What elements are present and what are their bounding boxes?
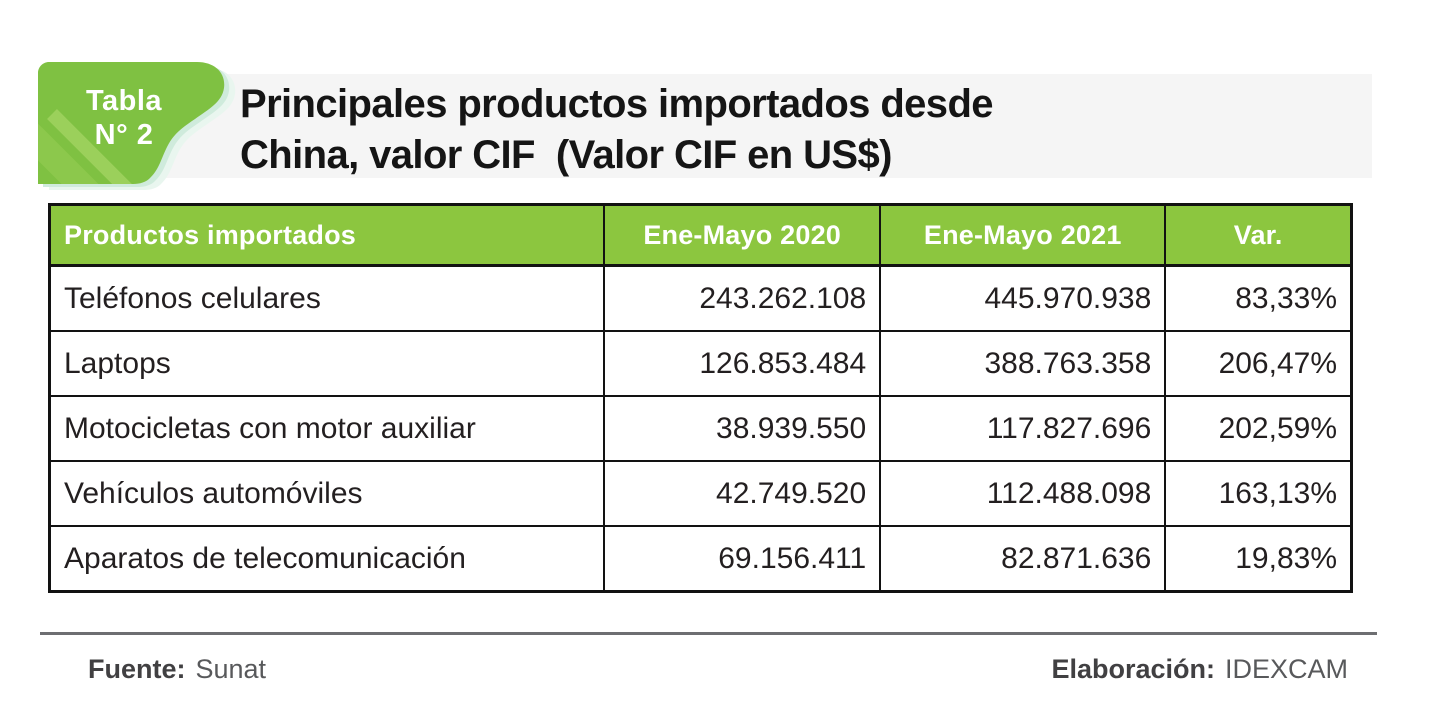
title-band <box>38 74 1372 178</box>
source-value: Sunat <box>195 654 267 684</box>
imports-table: Productos importados Ene-Mayo 2020 Ene-M… <box>48 203 1353 593</box>
table-row: Vehículos automóviles 42.749.520 112.488… <box>48 460 1353 527</box>
source-label: Fuente: <box>88 654 186 684</box>
cell-2020: 243.262.108 <box>603 264 882 332</box>
footer-divider <box>40 632 1377 635</box>
cell-var: 163,13% <box>1164 460 1353 527</box>
cell-2021: 445.970.938 <box>879 264 1167 332</box>
table-badge-label: Tabla N° 2 <box>38 62 210 152</box>
title-line-2: China, valor CIF (Valor CIF en US$) <box>240 133 892 177</box>
cell-product: Laptops <box>48 330 606 397</box>
cell-product: Vehículos automóviles <box>48 460 606 527</box>
table-badge-shape <box>38 62 236 190</box>
table-row: Laptops 126.853.484 388.763.358 206,47% <box>48 330 1353 397</box>
col-header-2020: Ene-Mayo 2020 <box>603 203 882 267</box>
col-header-var: Var. <box>1164 203 1353 267</box>
cell-2021: 82.871.636 <box>879 525 1167 593</box>
page-title: Principales productos importados desde C… <box>240 79 994 181</box>
table-row: Motocicletas con motor auxiliar 38.939.5… <box>48 395 1353 462</box>
cell-var: 19,83% <box>1164 525 1353 593</box>
cell-var: 206,47% <box>1164 330 1353 397</box>
table-row: Aparatos de telecomunicación 69.156.411 … <box>48 525 1353 593</box>
cell-2020: 126.853.484 <box>603 330 882 397</box>
elaboration-note: Elaboración: IDEXCAM <box>1051 654 1348 685</box>
cell-product: Aparatos de telecomunicación <box>48 525 606 593</box>
col-header-products: Productos importados <box>48 203 606 267</box>
badge-number: N° 2 <box>94 119 154 151</box>
cell-2020: 38.939.550 <box>603 395 882 462</box>
elaboration-label: Elaboración: <box>1051 654 1215 684</box>
cell-2021: 117.827.696 <box>879 395 1167 462</box>
table-header-row: Productos importados Ene-Mayo 2020 Ene-M… <box>48 203 1353 267</box>
title-line-1: Principales productos importados desde <box>240 82 994 126</box>
cell-var: 83,33% <box>1164 264 1353 332</box>
badge-word: Tabla <box>85 85 163 117</box>
cell-2020: 42.749.520 <box>603 460 882 527</box>
cell-product: Teléfonos celulares <box>48 264 606 332</box>
cell-2021: 388.763.358 <box>879 330 1167 397</box>
source-note: Fuente: Sunat <box>88 654 266 685</box>
col-header-2021: Ene-Mayo 2021 <box>879 203 1167 267</box>
cell-var: 202,59% <box>1164 395 1353 462</box>
cell-2021: 112.488.098 <box>879 460 1167 527</box>
cell-product: Motocicletas con motor auxiliar <box>48 395 606 462</box>
elaboration-value: IDEXCAM <box>1224 654 1348 684</box>
table-row: Teléfonos celulares 243.262.108 445.970.… <box>48 264 1353 332</box>
footer: Fuente: Sunat Elaboración: IDEXCAM <box>88 654 1348 685</box>
cell-2020: 69.156.411 <box>603 525 882 593</box>
